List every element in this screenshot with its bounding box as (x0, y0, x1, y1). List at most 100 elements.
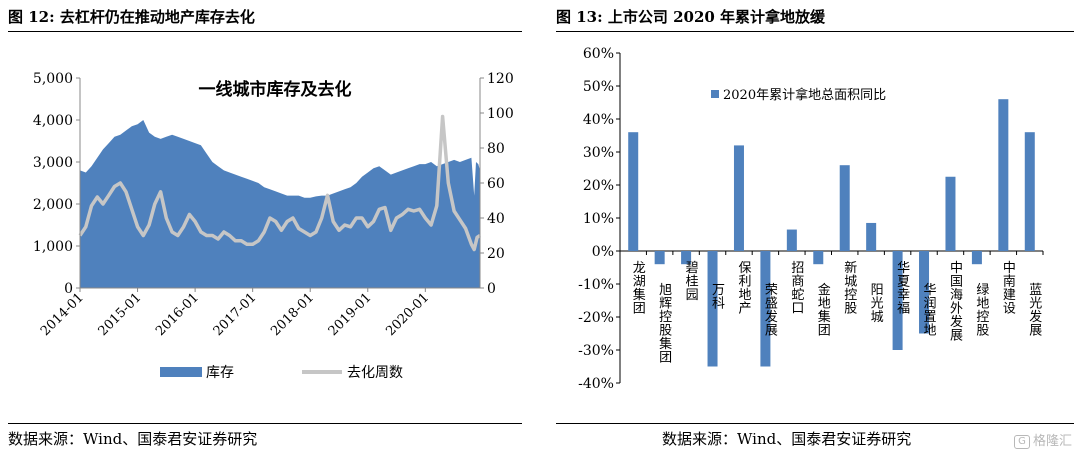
category-char: 发 (950, 314, 963, 330)
category-char: 保 (738, 261, 751, 276)
category-char: 外 (950, 302, 963, 317)
category-char: 利 (738, 275, 751, 290)
y-tick-label: 50% (583, 79, 614, 95)
category-char: 招 (791, 261, 804, 276)
right-source-rule (556, 423, 1074, 424)
legend-swatch-inventory (160, 367, 202, 377)
legend: 库存 去化周数 (160, 365, 403, 381)
category-char: 金 (818, 282, 831, 298)
legend-label-bar: 2020年累计拿地总面积同比 (723, 87, 886, 103)
x-tick-label: 2014-01 (38, 290, 87, 339)
y-tick-label: 30% (583, 145, 614, 161)
y-right-tick-label: 120 (487, 71, 514, 87)
bar (707, 251, 718, 367)
category-char: 发 (765, 309, 778, 325)
bar (1024, 132, 1035, 251)
category-char: 科 (712, 297, 725, 312)
bar (839, 165, 850, 251)
bar (919, 251, 930, 334)
y-tick-label: 0% (592, 244, 614, 260)
legend-swatch-bar (711, 90, 719, 98)
y-tick-label: 10% (583, 211, 614, 227)
category-char: 福 (897, 302, 910, 317)
y-tick-label: 60% (583, 46, 614, 62)
category-char: 集 (659, 336, 672, 352)
y-tick-label: 20% (583, 178, 614, 194)
category-char: 盛 (765, 297, 778, 312)
category-char: 新 (844, 260, 857, 276)
bar (945, 176, 956, 251)
bar (733, 145, 744, 251)
category-char: 展 (1029, 324, 1042, 339)
category-char: 润 (924, 297, 937, 312)
category-char: 城 (871, 310, 884, 325)
category-char: 团 (633, 302, 646, 317)
category-char: 地 (738, 288, 751, 303)
bar (628, 132, 639, 251)
x-tick-label: 2016-01 (153, 290, 202, 339)
category-char: 国 (950, 275, 963, 290)
bar (892, 251, 903, 350)
x-tick-label: 2017-01 (211, 290, 260, 339)
category-char: 商 (791, 275, 804, 290)
category-char: 中 (950, 261, 963, 276)
category-char: 设 (1003, 302, 1016, 317)
category-label: 碧桂园 (686, 261, 699, 303)
category-char: 南 (1003, 274, 1016, 290)
y-left-tick-label: 2,000 (33, 197, 73, 213)
category-char: 光 (1029, 297, 1042, 312)
category-char: 口 (791, 302, 804, 317)
category-char: 发 (1029, 309, 1042, 325)
left-title-rule (8, 31, 522, 32)
category-char: 华 (897, 261, 910, 276)
category-char: 建 (1003, 288, 1016, 303)
category-char: 股 (976, 324, 989, 339)
chart-title: 一线城市库存及去化 (199, 79, 352, 100)
category-char: 展 (950, 329, 963, 344)
category-char: 荣 (765, 283, 778, 298)
category-char: 华 (924, 283, 937, 298)
category-char: 中 (1003, 261, 1016, 276)
category-char: 展 (765, 324, 778, 339)
x-tick-label: 2019-01 (326, 290, 375, 339)
category-char: 阳 (871, 283, 884, 298)
y-tick-label: -20% (578, 310, 614, 326)
series-line-weeks (78, 114, 481, 252)
x-tick-label: 2020-01 (383, 290, 432, 339)
x-tick-label: 2015-01 (96, 290, 145, 339)
category-label: 万科 (712, 283, 725, 312)
category-char: 旭 (659, 283, 672, 298)
bar (654, 251, 665, 265)
category-char: 集 (633, 287, 646, 303)
right-title-rule (556, 31, 1074, 32)
left-source-rule (8, 423, 522, 424)
legend: 2020年累计拿地总面积同比 (711, 87, 886, 103)
category-char: 绿 (976, 283, 989, 298)
y-right-tick-label: 60 (487, 176, 505, 192)
category-char: 控 (976, 310, 989, 325)
right-source: 数据来源：Wind、国泰君安证券研究 (662, 430, 912, 448)
category-char: 地 (818, 297, 831, 312)
category-char: 地 (976, 297, 989, 312)
category-char: 蛇 (791, 288, 804, 303)
category-char: 辉 (659, 297, 672, 312)
y-tick-label: 40% (583, 112, 614, 128)
category-char: 团 (659, 351, 672, 366)
category-char: 湖 (633, 275, 646, 290)
y-right-tick-label: 100 (487, 106, 514, 122)
bar (681, 251, 692, 265)
category-char: 碧 (686, 261, 699, 276)
bar (786, 229, 797, 251)
y-left-tick-label: 5,000 (33, 71, 73, 87)
category-char: 产 (738, 302, 751, 317)
category-char: 海 (950, 288, 963, 303)
legend-label-weeks: 去化周数 (347, 365, 403, 381)
